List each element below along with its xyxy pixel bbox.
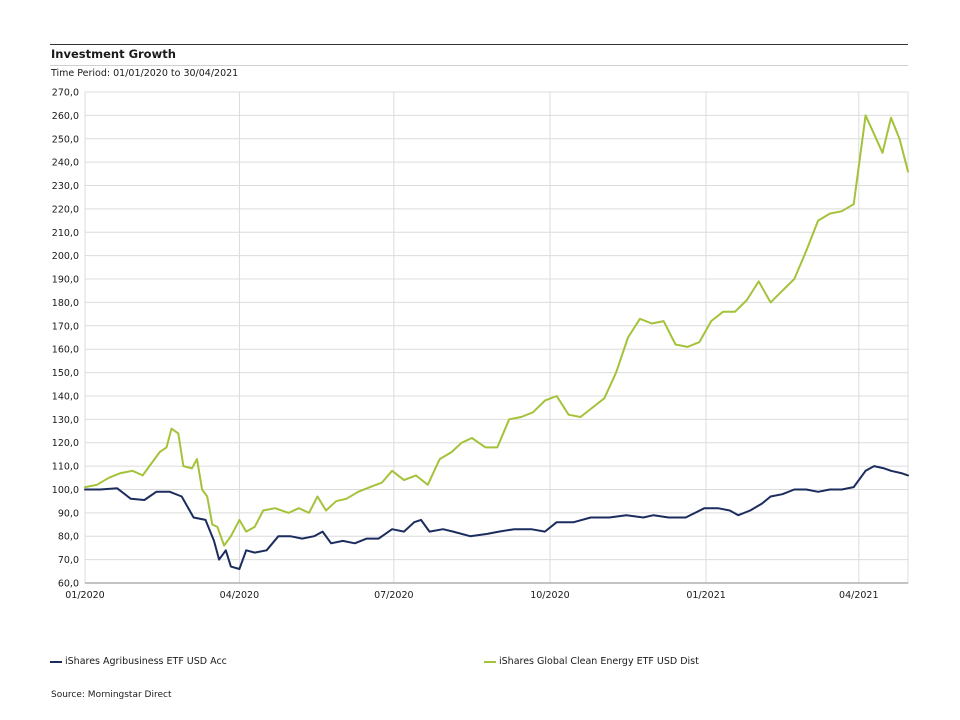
source-note: Source: Morningstar Direct	[51, 690, 172, 700]
y-tick-label: 70,0	[58, 555, 79, 566]
y-tick-label: 140,0	[52, 391, 79, 402]
y-tick-label: 150,0	[52, 368, 79, 379]
y-tick-label: 90,0	[58, 508, 79, 519]
legend-item-agri: iShares Agribusiness ETF USD Acc	[50, 656, 227, 667]
y-tick-label: 270,0	[52, 88, 79, 99]
y-tick-label: 110,0	[52, 462, 79, 473]
time-period: Time Period: 01/01/2020 to 30/04/2021	[51, 68, 239, 79]
x-tick-label: 07/2020	[374, 590, 413, 601]
x-tick-label: 10/2020	[530, 590, 569, 601]
y-tick-label: 210,0	[52, 228, 79, 239]
header-rule	[50, 44, 908, 45]
axes: 60,0 70,0 80,0 90,0 100,0 110,0 120,0 130,0 140,…	[52, 88, 908, 601]
y-tick-label: 260,0	[52, 111, 79, 122]
x-tick-label: 04/2021	[839, 590, 878, 601]
legend-item-clean: iShares Global Clean Energy ETF USD Dist	[484, 656, 699, 667]
x-tick-label: 01/2021	[686, 590, 725, 601]
subheader-rule	[50, 65, 908, 66]
chart-title: Investment Growth	[51, 47, 176, 61]
y-tick-label: 60,0	[58, 579, 79, 590]
legend-swatch-clean	[484, 660, 496, 663]
y-tick-label: 180,0	[52, 298, 79, 309]
y-tick-label: 240,0	[52, 158, 79, 169]
gridlines	[84, 91, 909, 584]
y-tick-label: 160,0	[52, 345, 79, 356]
x-tick-label: 01/2020	[65, 590, 104, 601]
plot-frame	[84, 91, 909, 584]
y-tick-label: 200,0	[52, 251, 79, 262]
series-line-agribusiness	[84, 465, 909, 570]
y-tick-label: 250,0	[52, 134, 79, 145]
series-line-clean-energy	[84, 114, 909, 547]
y-tick-label: 120,0	[52, 438, 79, 449]
legend-swatch-agri	[50, 660, 62, 663]
legend-label-agri: iShares Agribusiness ETF USD Acc	[65, 656, 227, 667]
series-lines	[84, 114, 909, 570]
y-tick-label: 100,0	[52, 485, 79, 496]
y-tick-label: 80,0	[58, 532, 79, 543]
legend-label-clean: iShares Global Clean Energy ETF USD Dist	[499, 656, 699, 667]
y-tick-label: 220,0	[52, 204, 79, 215]
y-tick-label: 130,0	[52, 415, 79, 426]
y-tick-label: 170,0	[52, 321, 79, 332]
y-tick-label: 190,0	[52, 275, 79, 286]
y-tick-label: 230,0	[52, 181, 79, 192]
x-tick-label: 04/2020	[220, 590, 259, 601]
